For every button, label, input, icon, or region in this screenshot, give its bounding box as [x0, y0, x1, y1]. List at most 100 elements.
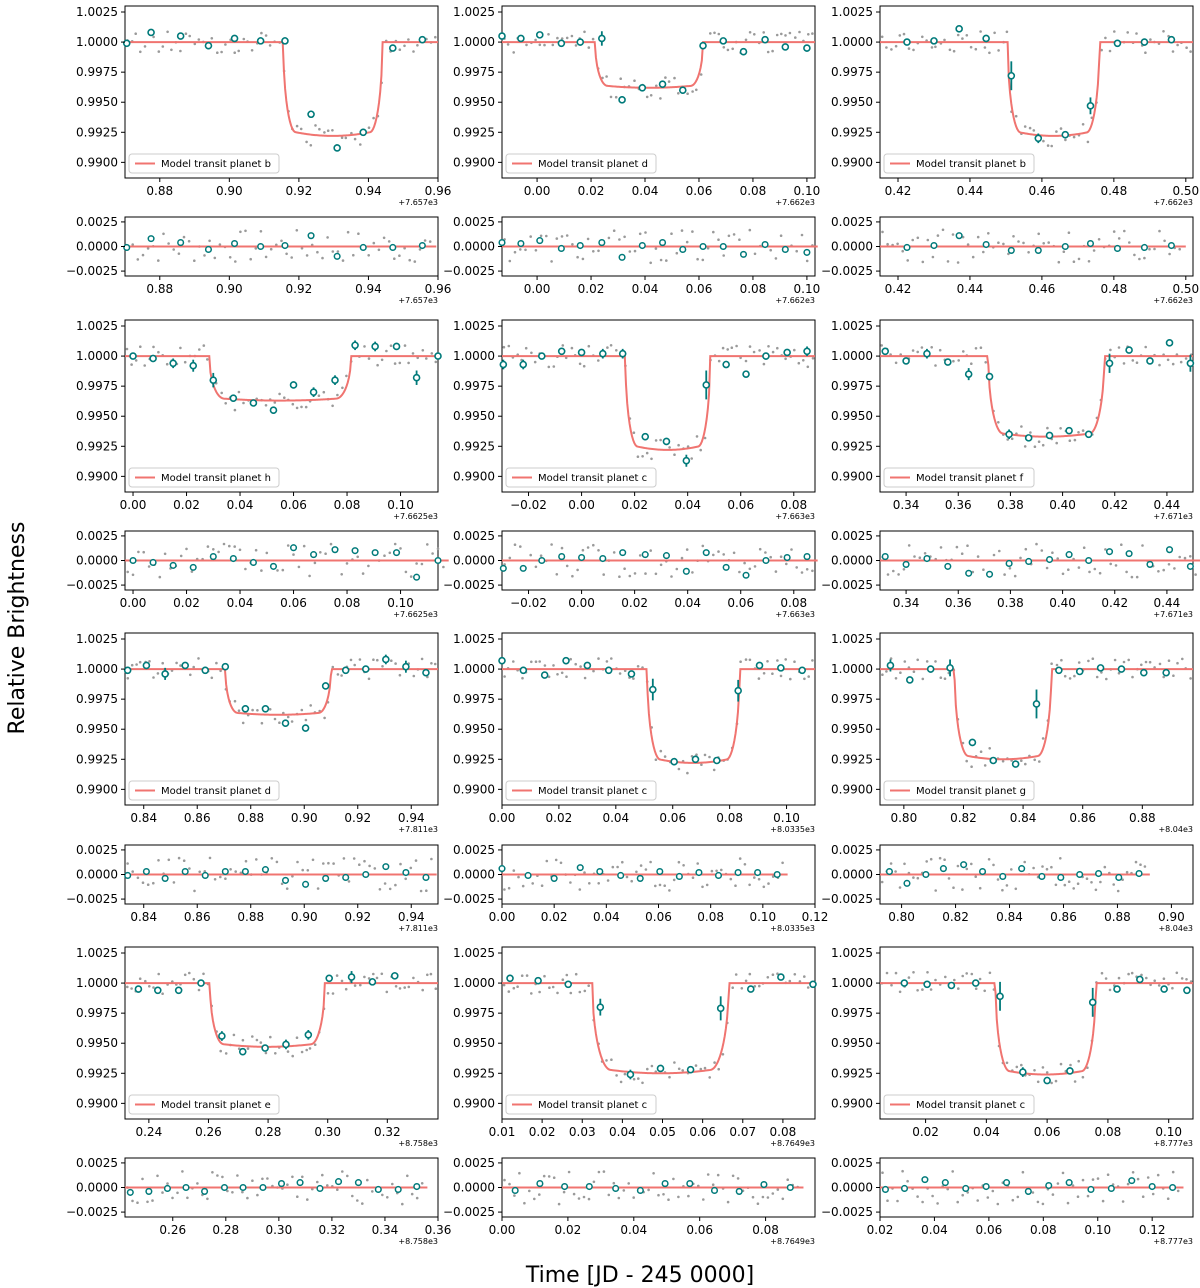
residual-binned-point [342, 873, 350, 882]
raw-residual-point [982, 250, 985, 254]
legend-label: Model transit planet c [916, 1100, 1025, 1111]
raw-data-point [771, 973, 775, 976]
binned-data-point [1117, 665, 1126, 673]
residual-binned-point [1115, 873, 1123, 882]
residual-y-tick-label: 0.0000 [453, 554, 495, 568]
raw-data-point [641, 1081, 644, 1085]
binned-data-point [1019, 1068, 1027, 1076]
binned-data-point [537, 352, 546, 360]
raw-data-point [952, 49, 956, 53]
residual-binned-point [249, 558, 257, 567]
raw-data-point [547, 365, 551, 369]
raw-data-point [556, 673, 559, 676]
raw-residual-point [259, 230, 263, 233]
raw-data-point [259, 1041, 263, 1044]
raw-data-point [188, 34, 191, 38]
raw-residual-point [560, 546, 564, 550]
raw-residual-point [254, 247, 258, 250]
residual-binned-point [881, 553, 889, 561]
raw-residual-point [228, 544, 231, 548]
legend: Model transit planet b [883, 153, 1035, 174]
raw-residual-point [896, 242, 899, 246]
raw-residual-point [586, 237, 590, 241]
raw-data-point [269, 1035, 272, 1039]
raw-residual-point [881, 230, 884, 234]
raw-data-point [803, 975, 806, 978]
raw-data-point [1038, 760, 1041, 763]
legend-label: Model transit planet c [538, 1100, 647, 1111]
raw-residual-point [961, 888, 964, 891]
raw-data-point [686, 92, 689, 95]
raw-residual-point [316, 1180, 319, 1184]
raw-data-point [798, 30, 801, 34]
raw-data-point [344, 136, 348, 140]
x-tick-label: 0.86 [1069, 811, 1096, 825]
y-tick-label: 0.9925 [831, 1066, 873, 1080]
raw-residual-point [538, 1193, 541, 1196]
residual-x-tick-label: 0.88 [1104, 910, 1131, 924]
raw-data-point [739, 660, 742, 663]
raw-data-point [507, 344, 511, 348]
raw-residual-point [244, 567, 247, 571]
raw-residual-point [886, 242, 889, 246]
residual-x-offset-label: +8.777e3 [1153, 1237, 1193, 1246]
residual-y-tick-label: −0.0025 [66, 892, 118, 906]
raw-residual-point [1036, 1200, 1040, 1204]
raw-residual-point [675, 251, 679, 255]
raw-data-point [731, 986, 734, 989]
residual-x-tick-label: 0.80 [888, 910, 915, 924]
residual-x-tick-label: 0.08 [752, 1223, 779, 1237]
raw-residual-point [415, 562, 418, 565]
residual-binned-point [923, 554, 931, 563]
raw-data-point [256, 709, 259, 712]
raw-data-point [965, 759, 968, 763]
raw-data-point [637, 1077, 640, 1080]
legend-label: Model transit planet d [161, 786, 271, 797]
raw-residual-point [991, 1189, 995, 1193]
raw-residual-point [409, 866, 413, 870]
transit-panel: 0.99000.99250.99500.99751.00001.00250.34… [831, 319, 1195, 521]
raw-data-point [372, 972, 375, 976]
model-transit-curve [125, 668, 438, 716]
raw-residual-point [428, 240, 432, 243]
raw-residual-point [1097, 238, 1101, 241]
raw-data-point [242, 37, 246, 41]
x-offset-label: +8.04e3 [1158, 825, 1193, 834]
residual-y-tick-label: −0.0025 [66, 264, 118, 278]
raw-residual-point [431, 552, 434, 555]
raw-residual-point [1157, 570, 1160, 573]
raw-data-point [367, 677, 371, 681]
raw-data-point [618, 672, 622, 675]
residual-y-tick-label: 0.0025 [76, 215, 118, 229]
transit-panel: 0.99000.99250.99500.99751.00001.0025−0.0… [453, 319, 816, 521]
raw-data-point [970, 362, 973, 366]
residual-y-tick-label: 0.0025 [453, 529, 495, 543]
raw-residual-point [1011, 1198, 1015, 1202]
residual-binned-point [231, 240, 239, 248]
raw-residual-point [167, 858, 171, 862]
raw-residual-point [171, 1196, 174, 1200]
raw-data-point [565, 973, 569, 977]
raw-residual-point [986, 1196, 990, 1199]
raw-residual-point [361, 1202, 364, 1205]
residual-binned-point [331, 546, 339, 554]
raw-residual-point [946, 260, 950, 263]
raw-data-point [367, 357, 371, 360]
raw-data-point [1109, 348, 1112, 352]
raw-data-point [969, 45, 973, 49]
residual-binned-point [418, 241, 426, 250]
raw-residual-point [1040, 549, 1044, 552]
residual-binned-point [612, 1184, 620, 1193]
raw-residual-point [1045, 867, 1049, 871]
raw-residual-point [902, 568, 906, 571]
raw-residual-point [306, 1198, 309, 1201]
raw-data-point [811, 32, 814, 35]
raw-data-point [921, 677, 925, 681]
raw-residual-point [351, 1194, 354, 1198]
residual-x-tick-label: 0.46 [1029, 282, 1056, 296]
binned-data-point [147, 28, 155, 37]
raw-data-point [748, 972, 752, 976]
raw-residual-point [190, 570, 194, 573]
